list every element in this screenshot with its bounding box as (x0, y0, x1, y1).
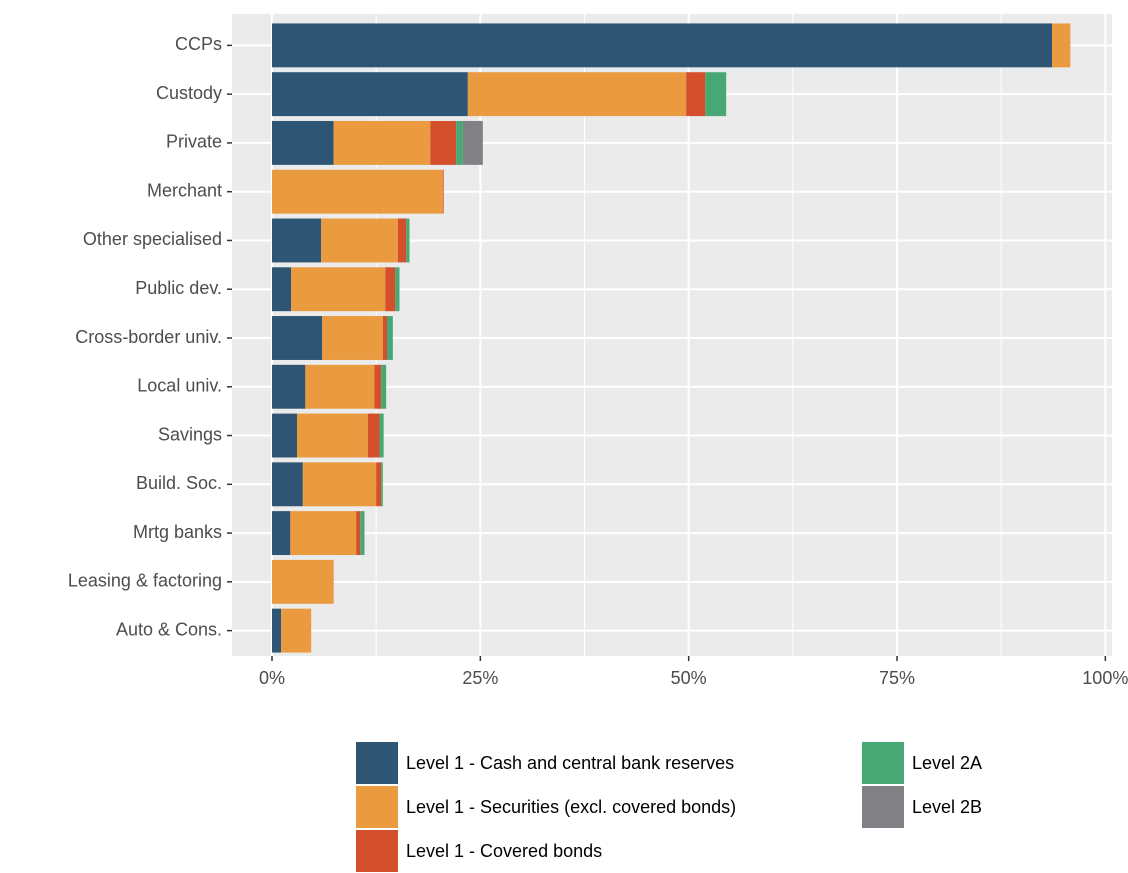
bar-segment (442, 169, 444, 214)
bar-segment (381, 364, 387, 409)
bar-segment (462, 120, 483, 165)
legend-key (356, 830, 398, 872)
bar-segment (360, 511, 365, 556)
legend-label: Level 1 - Covered bonds (406, 841, 602, 861)
bar-segment (305, 364, 375, 409)
bar-segment (356, 511, 361, 556)
bar-segment (272, 511, 291, 556)
x-tick-label: 75% (879, 668, 915, 688)
y-tick-label: Private (166, 132, 222, 152)
bar-segment (395, 267, 400, 312)
bar-segment (290, 511, 357, 556)
y-tick-label: Custody (156, 83, 222, 103)
bar-segment (272, 120, 334, 165)
legend-label: Level 2A (912, 753, 982, 773)
bar-segment (456, 120, 463, 165)
bar-segment (272, 608, 282, 653)
legend-key (862, 742, 904, 784)
bar-segment (322, 316, 383, 360)
bar-segment (272, 267, 292, 312)
bar-segment (705, 72, 727, 117)
y-tick-label: Merchant (147, 180, 222, 200)
y-tick-label: Savings (158, 424, 222, 444)
legend-label: Level 1 - Cash and central bank reserves (406, 753, 734, 773)
y-tick-label: Other specialised (83, 229, 222, 249)
bar-segment (272, 169, 443, 214)
bar-segment (297, 413, 368, 458)
legend-key (356, 742, 398, 784)
legend-label: Level 2B (912, 797, 982, 817)
y-tick-label: Local univ. (137, 376, 222, 396)
bar-segment (406, 218, 410, 263)
bar-segment (467, 72, 687, 117)
y-tick-label: Cross-border univ. (75, 327, 222, 347)
bar-segment (272, 462, 303, 507)
x-tick-label: 100% (1082, 668, 1128, 688)
bar-segment (302, 462, 377, 507)
legend-key (356, 786, 398, 828)
bar-segment (272, 364, 306, 409)
x-tick-label: 25% (462, 668, 498, 688)
bar-segment (291, 267, 386, 312)
bar-segment (686, 72, 706, 117)
bar-segment (272, 23, 1052, 68)
bar-segment (379, 413, 384, 458)
bar-segment (281, 608, 312, 653)
bar-segment (272, 218, 322, 263)
bar-segment (376, 462, 382, 507)
bar-segment (367, 413, 380, 458)
legend-key (862, 786, 904, 828)
y-tick-label: Build. Soc. (136, 473, 222, 493)
bar-segment (430, 120, 457, 165)
y-tick-label: Auto & Cons. (116, 619, 222, 639)
y-tick-label: CCPs (175, 34, 222, 54)
y-tick-label: Mrtg banks (133, 522, 222, 542)
bar-segment (272, 413, 297, 458)
bar-segment (385, 267, 396, 312)
legend-label: Level 1 - Securities (excl. covered bond… (406, 797, 736, 817)
bar-segment (333, 120, 431, 165)
bar-segment (382, 316, 387, 360)
bar-segment (1052, 23, 1071, 68)
bar-segment (374, 364, 382, 409)
bar-segment (387, 316, 393, 360)
bar-segment (272, 72, 468, 117)
y-tick-label: Leasing & factoring (68, 571, 222, 591)
bar-segment (272, 316, 322, 360)
y-tick-label: Public dev. (135, 278, 222, 298)
bar-segment (321, 218, 398, 263)
x-tick-label: 0% (259, 668, 285, 688)
bar-segment (272, 559, 334, 604)
bar-segment (397, 218, 407, 263)
x-tick-label: 50% (671, 668, 707, 688)
bar-segment (381, 462, 383, 507)
